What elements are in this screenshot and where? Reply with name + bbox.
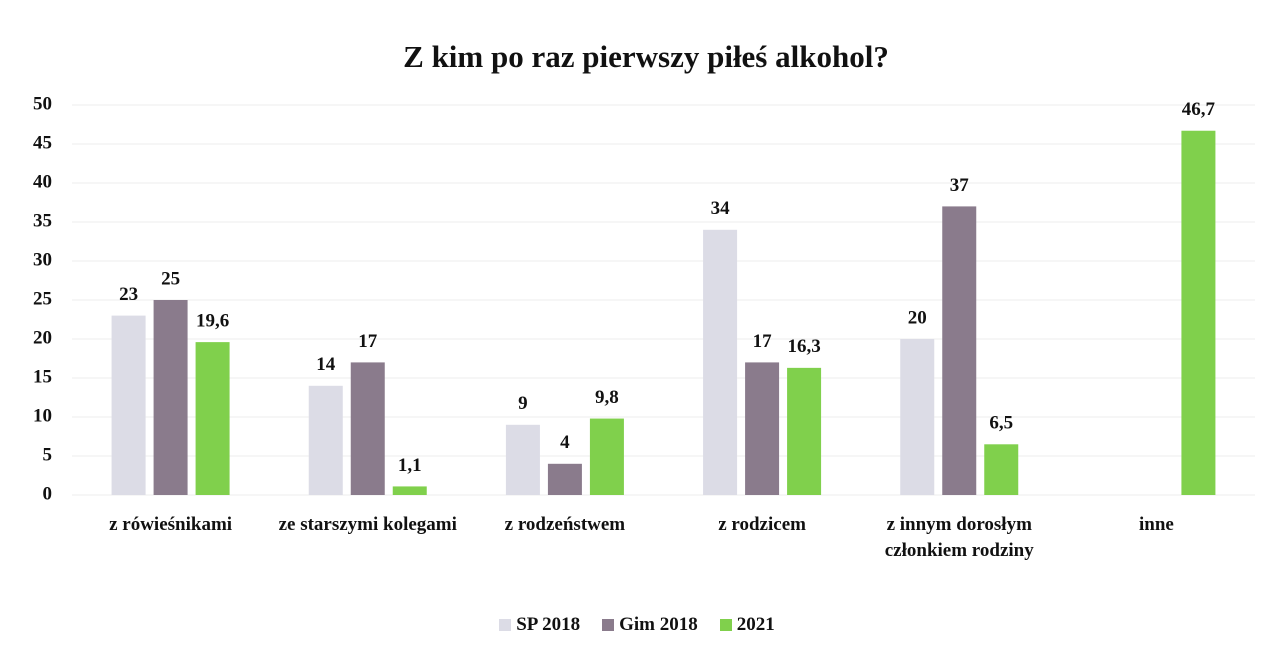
bar: [111, 315, 146, 495]
y-tick-label: 5: [43, 444, 53, 465]
data-label: 25: [161, 268, 180, 289]
y-tick-label: 40: [33, 171, 52, 192]
data-label: 9,8: [595, 387, 619, 408]
bar: [505, 424, 540, 495]
legend-label: 2021: [736, 614, 775, 635]
data-label: 46,7: [1182, 99, 1216, 120]
x-tick-label: z rodzicem: [718, 514, 806, 535]
bar: [900, 339, 935, 495]
data-label: 6,5: [989, 413, 1013, 434]
x-tick-label: inne: [1138, 514, 1174, 535]
y-tick-label: 20: [33, 327, 52, 348]
x-tick-label: z rówieśnikami: [109, 514, 233, 535]
bar: [787, 367, 822, 495]
y-tick-label: 35: [33, 210, 52, 231]
data-label: 23: [119, 284, 138, 305]
data-label: 9: [518, 393, 528, 414]
data-label: 34: [711, 198, 731, 219]
bar: [350, 362, 385, 495]
bar: [984, 444, 1019, 495]
data-label: 17: [753, 331, 773, 352]
x-tick-label: z innym dorosłym członkiem rodziny: [884, 514, 1034, 561]
x-tick-label: z rodzeństwem: [504, 514, 626, 535]
y-tick-label: 45: [33, 132, 52, 153]
legend-item: Gim 2018: [602, 614, 698, 636]
legend-item: 2021: [719, 614, 775, 636]
data-label: 17: [358, 331, 378, 352]
bar: [942, 206, 977, 495]
y-tick-label: 30: [33, 249, 52, 270]
legend-swatch: [719, 619, 732, 631]
bar: [392, 486, 427, 495]
y-tick-label: 0: [43, 483, 53, 504]
bar: [547, 463, 582, 495]
data-label: 19,6: [196, 310, 229, 331]
data-label: 16,3: [787, 336, 820, 357]
legend: SP 2018 Gim 2018 2021: [0, 614, 1274, 636]
bar: [308, 385, 343, 495]
data-label: 4: [560, 432, 570, 453]
bar: [589, 418, 624, 495]
y-tick-label: 15: [33, 366, 52, 387]
data-label: 37: [950, 175, 970, 196]
data-label: 20: [908, 307, 927, 328]
bar: [195, 342, 230, 495]
legend-swatch: [602, 619, 615, 631]
chart-title: Z kim po raz pierwszy piłeś alkohol?: [403, 39, 889, 74]
bar: [745, 362, 780, 495]
legend-item: SP 2018: [499, 614, 580, 636]
legend-label: SP 2018: [516, 614, 581, 635]
legend-label: Gim 2018: [619, 614, 698, 635]
y-tick-label: 10: [33, 405, 52, 426]
y-tick-label: 25: [33, 288, 52, 309]
x-tick-label: ze starszymi kolegami: [278, 514, 457, 535]
y-tick-label: 50: [33, 93, 52, 114]
bar: [1181, 130, 1216, 496]
bar: [703, 229, 738, 496]
data-label: 14: [316, 354, 336, 375]
bar: [153, 300, 188, 495]
data-label: 1,1: [398, 455, 422, 476]
legend-swatch: [499, 619, 512, 631]
